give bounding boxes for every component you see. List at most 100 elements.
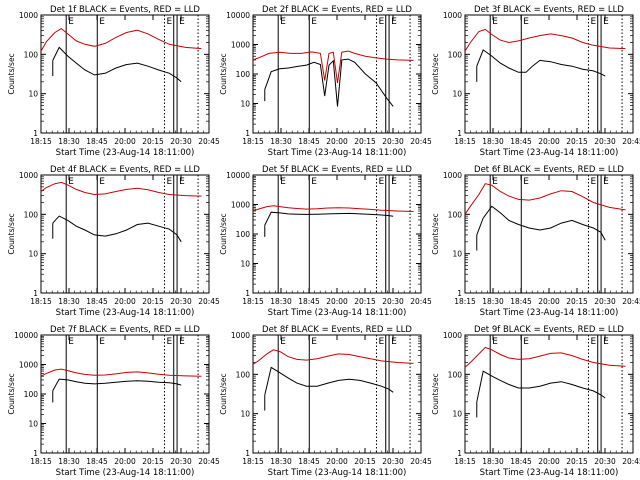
y-axis-label: Counts/sec <box>7 53 16 94</box>
y-axis-label: Counts/sec <box>219 53 228 94</box>
chart-title: Det 3f BLACK = Events, RED = LLD <box>474 5 624 15</box>
y-axis-label: Counts/sec <box>219 373 228 414</box>
x-tick-label: 20:45 <box>198 137 220 146</box>
lld-series-line <box>464 346 626 368</box>
chart-panel-7: Det 7f BLACK = Events, RED = LLD 1 10 100 10… <box>7 325 220 478</box>
x-tick-label: 18:45 <box>298 137 320 146</box>
x-tick-label: 20:30 <box>170 137 192 146</box>
chart-title: Det 9f BLACK = Events, RED = LLD <box>474 325 624 335</box>
marker-label: E <box>68 177 74 187</box>
y-tick-label: 1 <box>245 449 250 458</box>
y-tick-label: 10 <box>452 410 462 419</box>
y-tick-label: 10000 <box>226 171 250 180</box>
x-tick-label: 18:45 <box>298 297 320 306</box>
marker-label: E <box>311 337 317 347</box>
x-tick-label: 20:45 <box>410 137 432 146</box>
events-series-line <box>52 215 182 243</box>
y-tick-label: 100 <box>236 370 251 379</box>
y-tick-label: 1 <box>457 449 462 458</box>
marker-label: E <box>590 17 596 27</box>
y-tick-label: 1 <box>457 289 462 298</box>
marker-label: E <box>523 337 529 347</box>
chart-title: Det 4f BLACK = Events, RED = LLD <box>50 165 200 175</box>
marker-label: E <box>492 17 498 27</box>
y-tick-label: 10 <box>240 100 250 109</box>
x-tick-label: 20:45 <box>622 137 640 146</box>
y-tick-label: 1 <box>245 289 250 298</box>
x-tick-label: 18:45 <box>298 457 320 466</box>
x-tick-label: 18:30 <box>270 137 292 146</box>
marker-label: E <box>391 17 397 27</box>
y-tick-label: 1000 <box>231 331 250 340</box>
x-tick-label: 18:15 <box>242 297 264 306</box>
x-tick-label: 18:15 <box>454 297 476 306</box>
x-tick-label: 20:00 <box>538 137 560 146</box>
marker-label: E <box>391 337 397 347</box>
x-tick-label: 20:30 <box>594 297 616 306</box>
lld-series-line <box>464 183 626 215</box>
y-tick-label: 100 <box>24 50 39 59</box>
y-tick-label: 1000 <box>231 41 250 50</box>
x-tick-label: 20:30 <box>594 457 616 466</box>
lld-series-line <box>40 27 202 52</box>
y-tick-label: 1 <box>33 289 38 298</box>
x-tick-label: 20:30 <box>170 297 192 306</box>
marker-label: E <box>166 17 172 27</box>
marker-label: E <box>179 337 185 347</box>
y-axis-label: Counts/sec <box>431 213 440 254</box>
x-tick-label: 18:45 <box>510 457 532 466</box>
x-tick-label: 18:45 <box>510 297 532 306</box>
x-tick-label: 20:15 <box>354 457 376 466</box>
x-tick-label: 20:15 <box>566 457 588 466</box>
x-tick-label: 20:30 <box>382 457 404 466</box>
marker-label: E <box>590 337 596 347</box>
y-tick-label: 1 <box>33 129 38 138</box>
events-series-line <box>52 46 182 83</box>
lld-series-line <box>40 368 202 377</box>
x-tick-label: 20:00 <box>114 137 136 146</box>
marker-label: E <box>523 177 529 187</box>
events-series-line <box>264 211 394 226</box>
marker-label: E <box>99 337 105 347</box>
events-series-line <box>264 366 394 396</box>
marker-label: E <box>378 17 384 27</box>
x-tick-label: 18:45 <box>86 457 108 466</box>
chart-title: Det 6f BLACK = Events, RED = LLD <box>474 165 624 175</box>
y-tick-label: 100 <box>448 50 463 59</box>
chart-panel-1: Det 1f BLACK = Events, RED = LLD 1 10 100 10… <box>7 5 220 158</box>
x-tick-label: 18:30 <box>58 297 80 306</box>
chart-panel-5: Det 5f BLACK = Events, RED = LLD 1 10 100 10… <box>219 165 432 318</box>
x-tick-label: 18:30 <box>482 137 504 146</box>
marker-label: E <box>99 17 105 27</box>
events-series-line <box>476 205 606 241</box>
marker-label: E <box>311 177 317 187</box>
x-tick-label: 18:15 <box>454 457 476 466</box>
y-tick-label: 1000 <box>19 11 38 20</box>
x-axis-label: Start Time (23-Aug-14 18:11:00) <box>480 308 619 318</box>
events-series-line <box>52 378 182 391</box>
y-axis-label: Counts/sec <box>431 53 440 94</box>
x-tick-label: 20:00 <box>538 297 560 306</box>
x-tick-label: 20:00 <box>114 297 136 306</box>
x-tick-label: 18:30 <box>270 297 292 306</box>
x-tick-label: 20:45 <box>198 297 220 306</box>
marker-label: E <box>378 177 384 187</box>
x-axis-label: Start Time (23-Aug-14 18:11:00) <box>56 148 195 158</box>
y-tick-label: 1000 <box>443 11 462 20</box>
y-tick-label: 100 <box>236 70 251 79</box>
events-series-line <box>264 58 394 107</box>
y-tick-label: 100 <box>448 210 463 219</box>
y-tick-label: 1 <box>457 129 462 138</box>
x-axis-label: Start Time (23-Aug-14 18:11:00) <box>268 148 407 158</box>
x-tick-label: 20:45 <box>410 457 432 466</box>
y-tick-label: 10 <box>452 250 462 259</box>
marker-label: E <box>166 177 172 187</box>
x-tick-label: 20:15 <box>142 457 164 466</box>
x-tick-label: 20:45 <box>198 457 220 466</box>
y-axis-label: Counts/sec <box>7 213 16 254</box>
y-tick-label: 10 <box>240 260 250 269</box>
y-axis-label: Counts/sec <box>431 373 440 414</box>
marker-label: E <box>280 337 286 347</box>
marker-label: E <box>179 177 185 187</box>
